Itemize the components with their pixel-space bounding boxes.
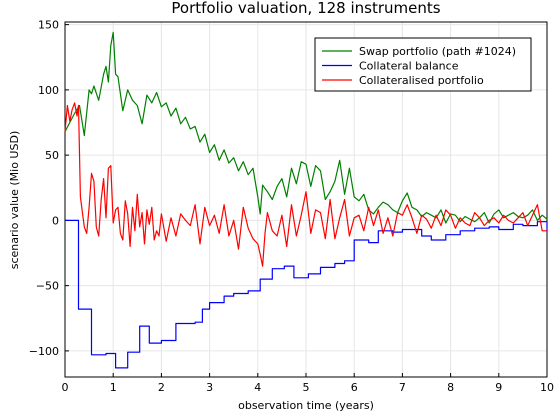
legend-label: Collateralised portfolio <box>359 74 484 87</box>
x-tick-label: 10 <box>540 381 554 394</box>
x-tick-label: 6 <box>351 381 358 394</box>
x-tick-label: 9 <box>495 381 502 394</box>
legend-label: Collateral balance <box>359 60 459 73</box>
series-line-2 <box>65 219 548 369</box>
x-tick-label: 3 <box>206 381 213 394</box>
y-tick-label: 0 <box>52 214 59 227</box>
y-axis-label: scenario value (Mio USD) <box>8 131 21 269</box>
x-tick-label: 0 <box>62 381 69 394</box>
legend-label: Swap portfolio (path #1024) <box>359 45 516 58</box>
series-line-1 <box>64 31 548 224</box>
x-tick-label: 8 <box>447 381 454 394</box>
y-tick-label: 100 <box>38 84 59 97</box>
series-layer <box>64 31 548 369</box>
x-tick-label: 5 <box>303 381 310 394</box>
x-axis-label: observation time (years) <box>238 399 374 412</box>
x-tick-label: 2 <box>158 381 165 394</box>
x-tick-label: 7 <box>399 381 406 394</box>
chart-title: Portfolio valuation, 128 instruments <box>171 0 440 17</box>
x-tick-label: 1 <box>110 381 117 394</box>
y-tick-label: 50 <box>45 149 59 162</box>
axis-ticks: 0 1 2 3 4 5 6 7 8 9 10 −100 −50 0 50 100 150 <box>29 19 554 394</box>
series-line-3 <box>64 102 547 267</box>
x-tick-label: 4 <box>254 381 261 394</box>
y-tick-label: −50 <box>36 280 59 293</box>
legend: Swap portfolio (path #1024) Collateral ba… <box>314 37 532 92</box>
y-tick-label: −100 <box>29 345 59 358</box>
y-tick-label: 150 <box>38 19 59 32</box>
legend-box <box>314 37 532 92</box>
